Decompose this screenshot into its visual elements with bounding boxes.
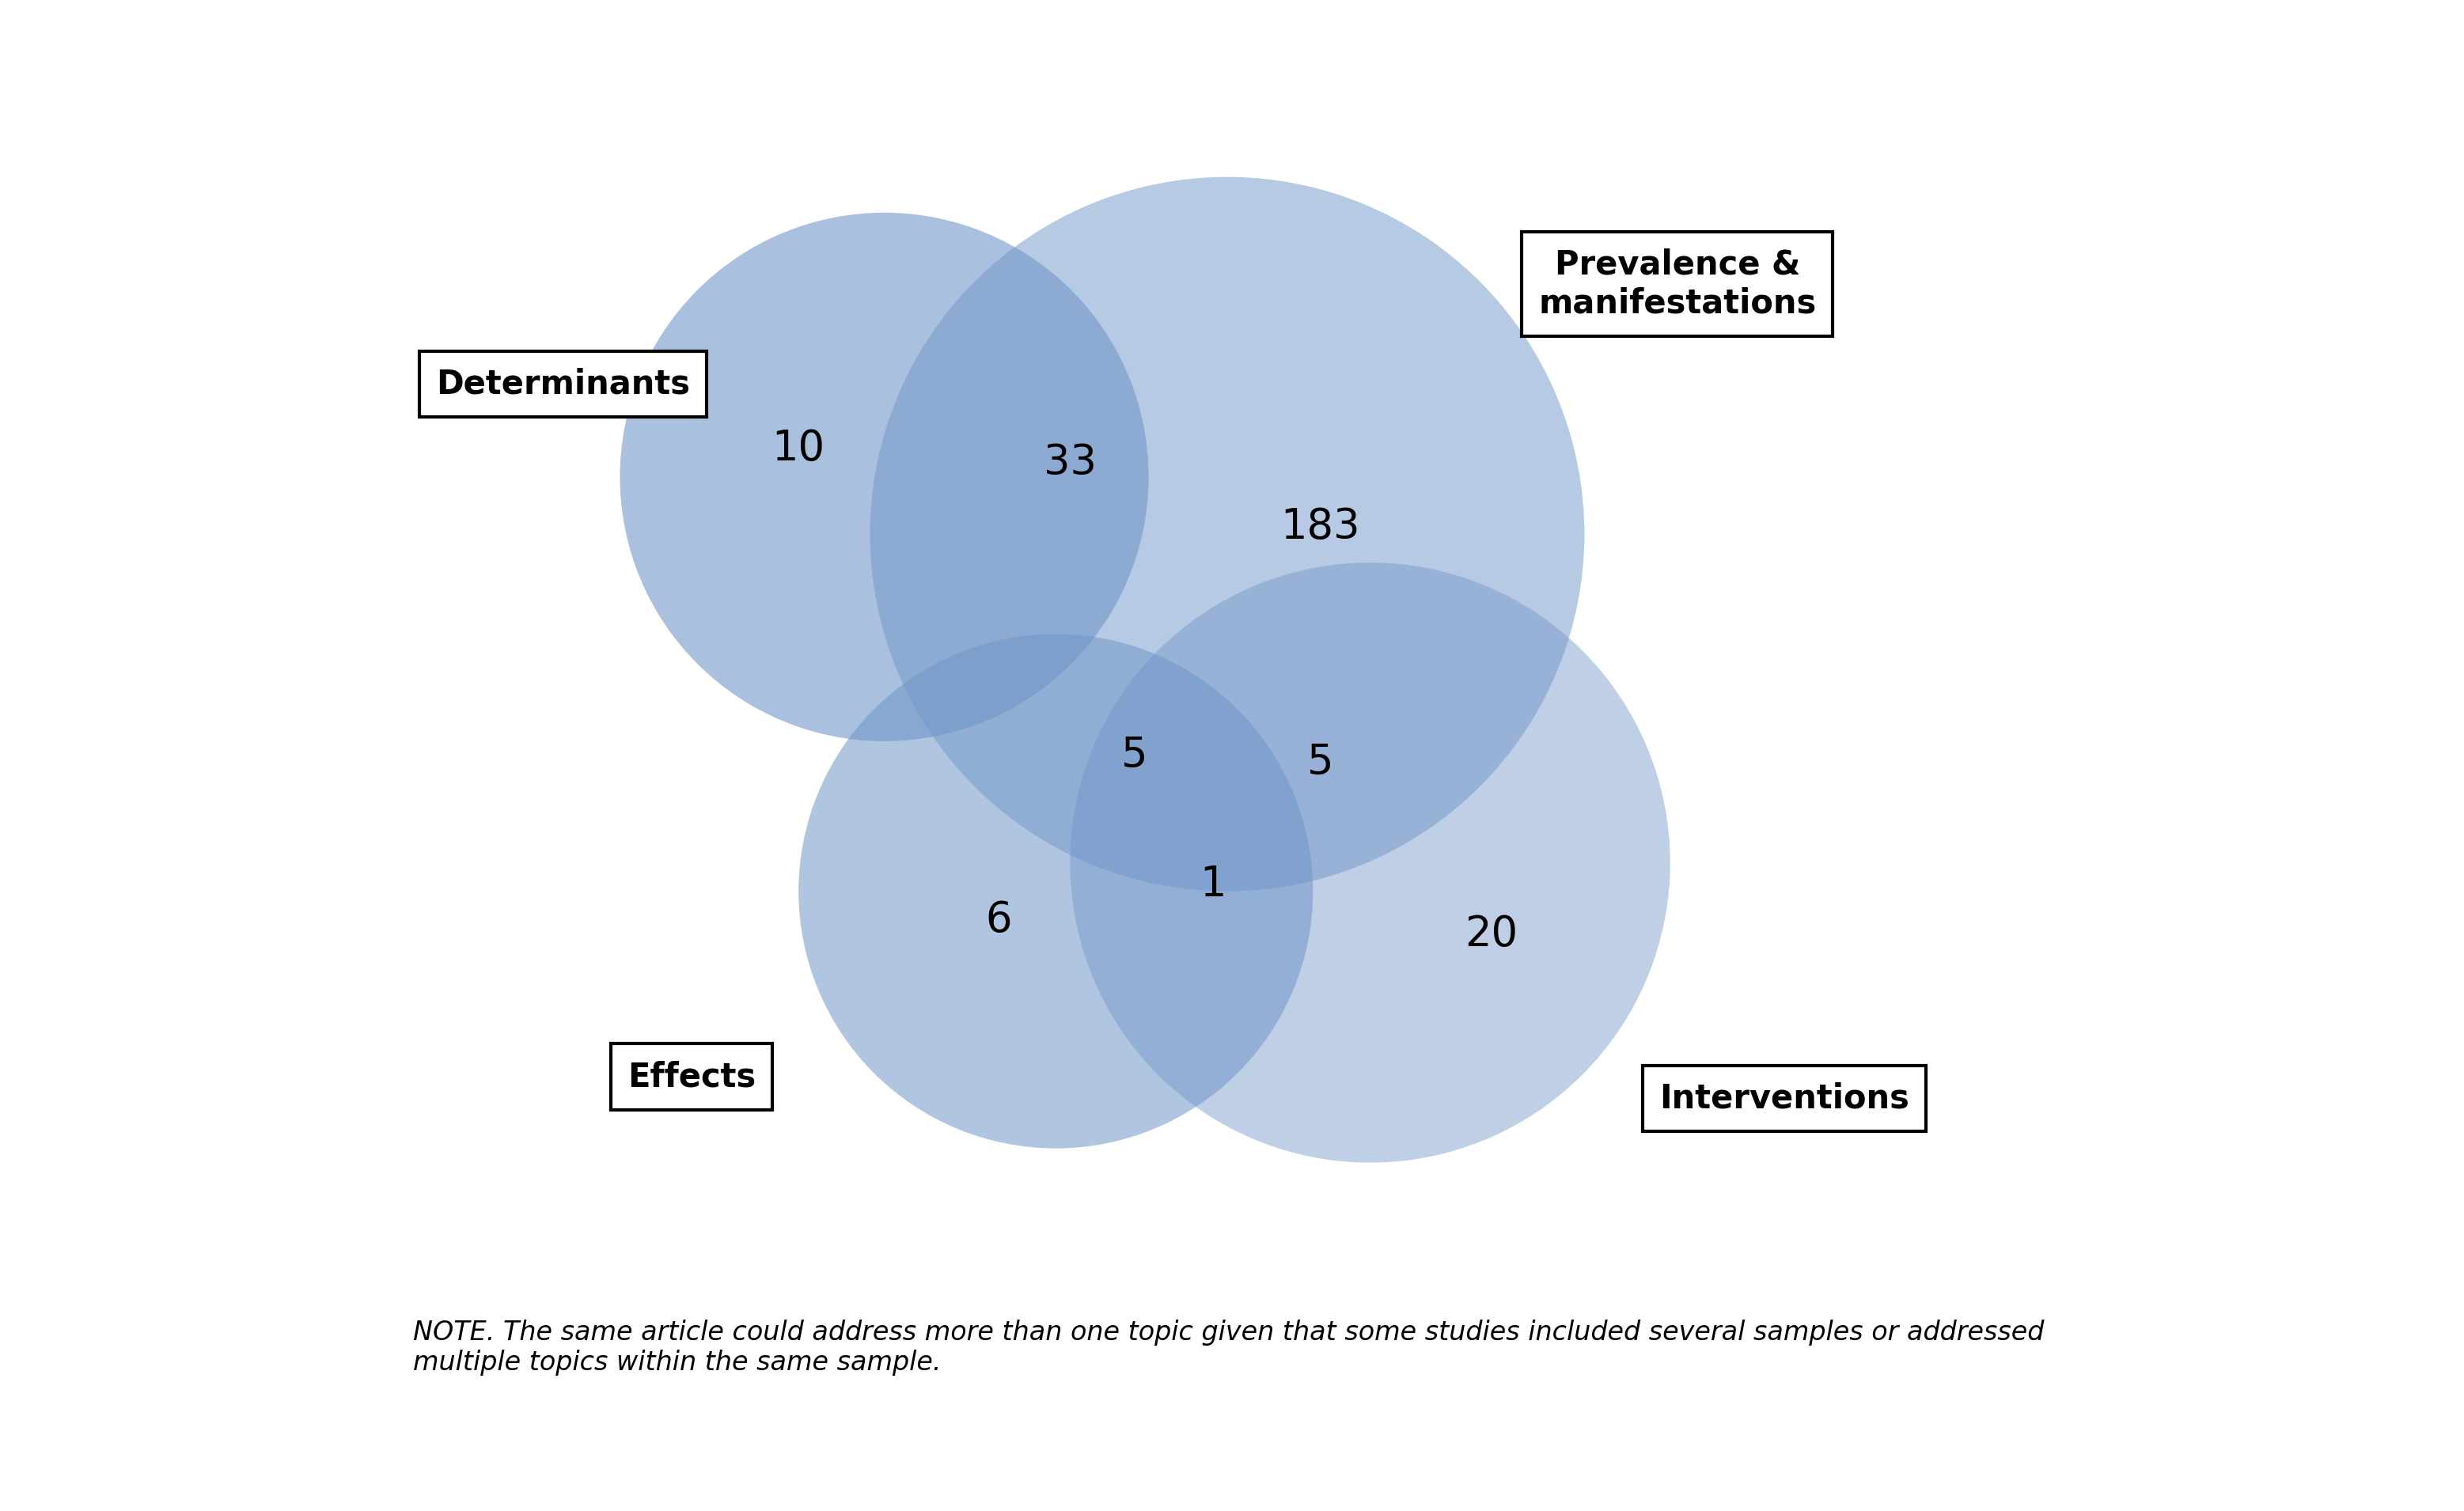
Text: NOTE. The same article could address more than one topic given that some studies: NOTE. The same article could address mor… [414, 1319, 2043, 1377]
Text: 5: 5 [1306, 742, 1333, 783]
Circle shape [798, 635, 1313, 1148]
Text: 20: 20 [1466, 914, 1518, 955]
Text: 6: 6 [986, 899, 1013, 940]
Circle shape [1069, 562, 1671, 1162]
Text: Prevalence &
manifestations: Prevalence & manifestations [1538, 248, 1816, 320]
Text: 183: 183 [1281, 506, 1360, 547]
Text: 10: 10 [771, 428, 825, 468]
Text: 33: 33 [1045, 443, 1096, 484]
Text: 1: 1 [1200, 863, 1227, 905]
Text: 5: 5 [1121, 734, 1148, 777]
Text: Effects: Effects [628, 1061, 756, 1094]
Text: Interventions: Interventions [1661, 1082, 1910, 1115]
Text: Determinants: Determinants [436, 367, 690, 400]
Circle shape [870, 177, 1584, 891]
Circle shape [621, 213, 1148, 742]
